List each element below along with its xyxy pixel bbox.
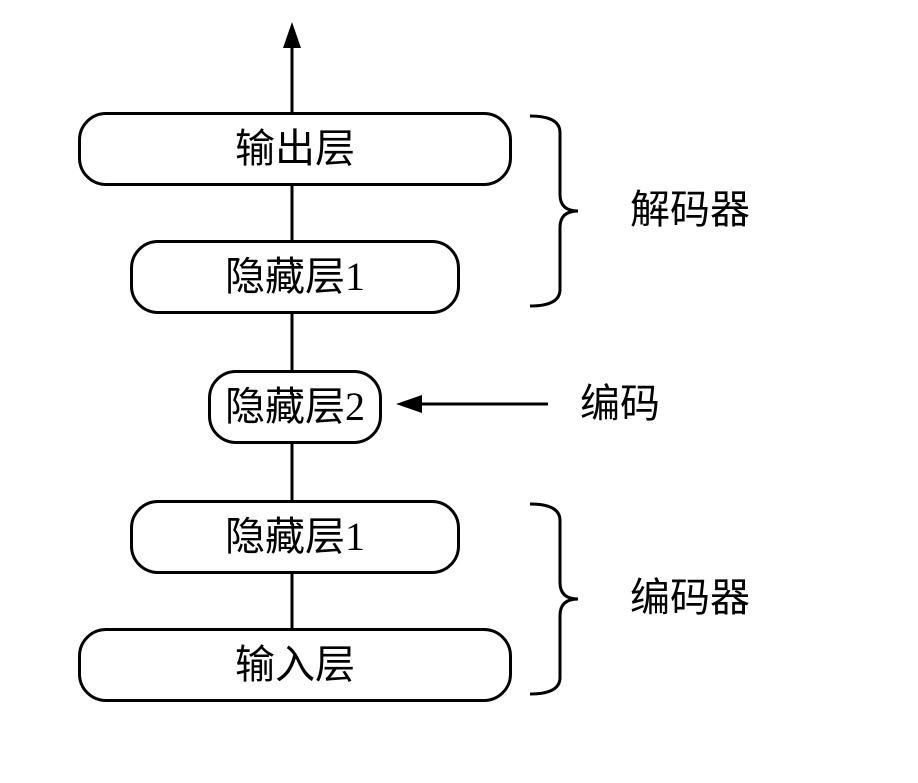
node-output: 输出层 [78,112,512,186]
node-output-label: 输出层 [235,129,355,169]
node-input: 输入层 [78,628,512,702]
encode-label: 编码 [580,384,660,424]
encoder-label: 编码器 [630,578,750,618]
decoder-label: 解码器 [630,190,750,230]
node-hidden1-top: 隐藏层1 [130,240,460,314]
node-hidden2-label: 隐藏层2 [225,387,365,427]
node-input-label: 输入层 [235,645,355,685]
node-hidden2: 隐藏层2 [208,370,382,444]
node-hidden1-bottom-label: 隐藏层1 [225,517,365,557]
node-hidden1-bottom: 隐藏层1 [130,500,460,574]
node-hidden1-top-label: 隐藏层1 [225,257,365,297]
